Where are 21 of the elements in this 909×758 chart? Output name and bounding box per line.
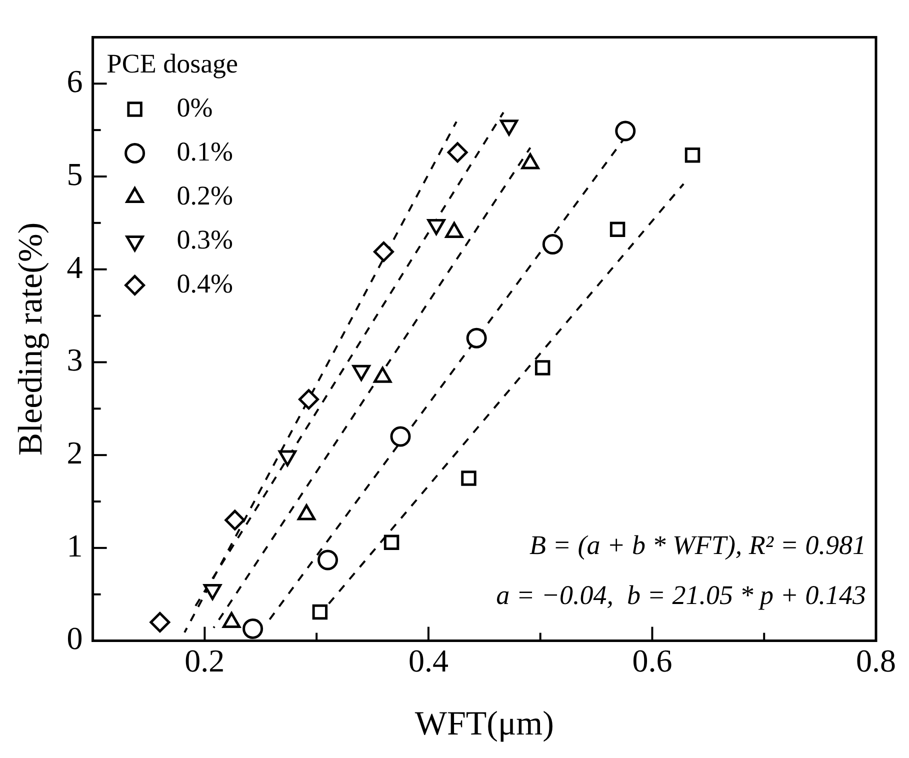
legend-label: 0.1% bbox=[176, 136, 234, 166]
legend-title: PCE dosage bbox=[106, 48, 238, 78]
y-tick-label: 1 bbox=[66, 527, 83, 564]
annotation: a = −0.04, b = 21.05 * p + 0.143 bbox=[496, 580, 866, 610]
x-tick-label: 0.8 bbox=[856, 642, 896, 678]
annotation: B = (a + b * WFT), R² = 0.981 bbox=[530, 530, 866, 560]
x-tick-label: 0.2 bbox=[184, 642, 225, 678]
legend-label: 0.3% bbox=[176, 224, 234, 254]
y-tick-label: 2 bbox=[66, 434, 83, 470]
y-tick-label: 0 bbox=[66, 620, 83, 656]
x-tick-label: 0.4 bbox=[408, 642, 448, 678]
y-axis-title: Bleeding rate(%) bbox=[12, 222, 50, 456]
x-axis-title: WFT(μm) bbox=[414, 706, 554, 743]
x-tick-label: 0.6 bbox=[632, 642, 672, 678]
legend-label: 0% bbox=[176, 92, 213, 122]
y-tick-label: 4 bbox=[66, 248, 83, 285]
legend-label: 0.4% bbox=[176, 268, 234, 298]
legend-label: 0.2% bbox=[176, 180, 234, 210]
y-tick-label: 3 bbox=[66, 342, 83, 378]
y-tick-label: 6 bbox=[66, 63, 83, 100]
y-tick-label: 5 bbox=[66, 156, 83, 192]
